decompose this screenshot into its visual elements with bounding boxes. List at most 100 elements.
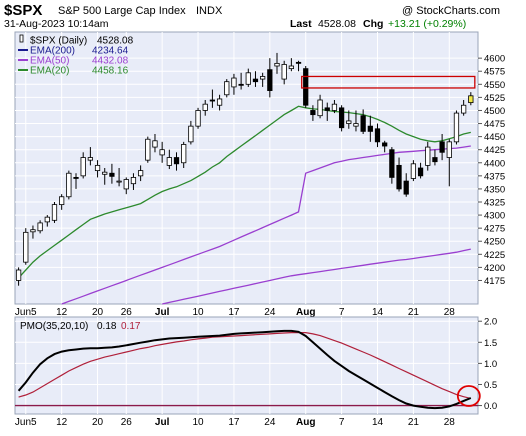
last-label: Last	[290, 18, 312, 30]
price-tick-label: 4225	[484, 250, 505, 261]
candle-body	[461, 104, 467, 114]
resistance-zone-box	[301, 75, 476, 89]
candle-body	[303, 68, 309, 106]
candle-body	[152, 140, 158, 148]
pmo-x-axis: Jun5 12 20 26 Jul 10 17 24 Aug 7 14 21 28	[15, 417, 455, 428]
candle-body	[360, 115, 366, 132]
price-tick-label: 4600	[484, 54, 505, 65]
candle-body	[44, 216, 50, 223]
pmo-x-tick-label: 14	[372, 417, 384, 428]
candle-body	[252, 78, 259, 83]
pmo-x-tick-label: 7	[339, 417, 345, 428]
pmo-x-tick-label: Jun5	[15, 417, 37, 428]
exchange-label: INDX	[196, 5, 223, 17]
candle-body	[346, 120, 352, 124]
price-x-axis: Jun5 12 20 26 Jul 10 17 24 Aug 7 14 21 28	[15, 307, 455, 318]
legend-series-name: EMA(50)	[30, 56, 69, 67]
pmo-x-tick-label: 21	[408, 417, 420, 428]
candle-body	[432, 157, 438, 163]
candle-body	[324, 107, 330, 111]
pmo-line	[17, 329, 472, 410]
pmo-label: PMO(35,20,10)	[20, 321, 88, 332]
pmo-tick-label: 0.0	[484, 401, 497, 412]
candle-body	[396, 164, 402, 190]
candle-body	[145, 138, 151, 161]
pmo-axis: 0.0 0.5 1.0 1.5 2.0	[478, 317, 497, 412]
pmo-tick-label: 1.0	[484, 359, 497, 370]
ema20-line	[18, 105, 471, 279]
candle-body	[353, 123, 359, 127]
candle-body	[331, 103, 338, 111]
price-x-tick-label: Aug	[296, 307, 315, 318]
chg-label: Chg	[363, 18, 383, 30]
pmo-x-tick-label: Aug	[296, 417, 315, 428]
chg-value: +13.21 (+0.29%)	[388, 18, 466, 30]
security-name: S&P 500 Large Cap Index	[58, 5, 186, 17]
candle-body	[66, 172, 72, 198]
legend-series-name: EMA(200)	[30, 46, 75, 57]
legend-series-value: 4234.64	[92, 46, 129, 57]
candle-body	[37, 222, 43, 232]
pmo-x-tick-label: 28	[444, 417, 456, 428]
candle-body	[281, 64, 287, 80]
price-tick-label: 4475	[484, 119, 505, 130]
pmo-lines	[17, 329, 481, 410]
ema200-line	[162, 248, 471, 305]
candle-body	[209, 99, 216, 102]
price-tick-label: 4375	[484, 171, 505, 182]
pmo-tick-label: 0.5	[484, 380, 497, 391]
price-x-tick-label: 7	[339, 307, 345, 318]
legend-series-name: $SPX (Daily)	[30, 36, 87, 47]
date-time: 31-Aug-2023 10:14am	[4, 18, 109, 30]
legend-candle-swatch	[19, 34, 24, 43]
price-x-tick-label: 24	[264, 307, 276, 318]
price-x-tick-label: 14	[372, 307, 384, 318]
candle-body	[288, 65, 294, 70]
price-legend: $SPX (Daily) 4528.08 EMA(200) 4234.64 EMA(50…	[18, 34, 134, 77]
candle-body	[173, 157, 180, 165]
pmo-grid	[15, 317, 478, 414]
candle-body	[94, 164, 101, 172]
candle-body	[417, 167, 424, 177]
price-x-tick-label: Jul	[155, 307, 170, 318]
symbol-title: $SPX	[4, 2, 42, 19]
legend-series-value: 4528.08	[97, 36, 134, 47]
candle-body	[159, 149, 165, 156]
candle-body	[15, 269, 22, 281]
candle-body	[317, 99, 323, 117]
candle-body	[310, 110, 316, 116]
candle-body	[389, 149, 395, 178]
candle-body	[425, 146, 431, 166]
price-tick-label: 4400	[484, 158, 505, 169]
ema50-line	[61, 145, 471, 305]
candle-body	[202, 103, 208, 111]
candle-body	[30, 229, 36, 233]
last-value: 4528.08	[318, 18, 356, 30]
pmo-x-tick-label: 24	[264, 417, 276, 428]
price-x-tick-label: 12	[56, 307, 68, 318]
candle-body	[231, 77, 237, 88]
pmo-tick-label: 2.0	[484, 317, 497, 328]
candle-body	[367, 125, 373, 132]
price-tick-label: 4550	[484, 80, 505, 91]
candle-body	[102, 171, 108, 175]
pmo-signal-line	[18, 332, 471, 399]
candle-body	[195, 110, 201, 127]
pmo-x-tick-label: 10	[192, 417, 204, 428]
price-x-tick-label: Jun5	[15, 307, 37, 318]
candle-body	[403, 180, 409, 195]
pmo-tick-label: 1.5	[484, 338, 497, 349]
price-tick-label: 4450	[484, 132, 505, 143]
candle-body	[224, 81, 230, 96]
price-tick-label: 4300	[484, 211, 505, 222]
ema-lines	[18, 105, 471, 305]
price-tick-label: 4525	[484, 93, 505, 104]
candle-body	[23, 231, 29, 263]
price-axis: 4175 4200 4225 4250 4275 4300 4325 4350 4375 4400…	[478, 54, 505, 287]
candle-body	[181, 144, 187, 164]
pmo-x-tick-label: 26	[121, 417, 133, 428]
candle-body	[446, 141, 452, 158]
price-x-tick-label: 17	[228, 307, 240, 318]
candle-body	[130, 177, 137, 185]
